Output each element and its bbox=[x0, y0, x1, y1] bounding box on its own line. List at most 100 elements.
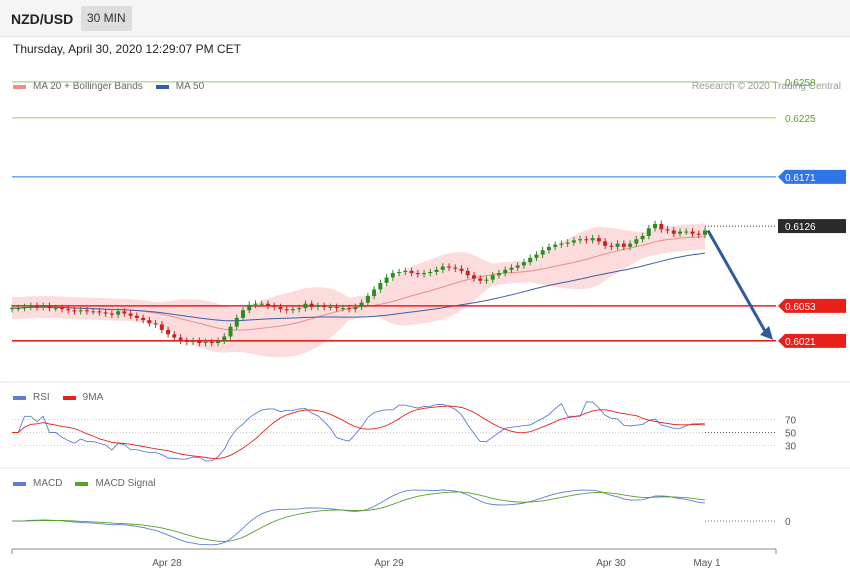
candle bbox=[278, 303, 283, 313]
top-bar: NZD/USD 30 MIN bbox=[0, 0, 850, 37]
candle bbox=[559, 240, 564, 248]
macd-legend-label: MACD bbox=[33, 478, 63, 489]
candle bbox=[141, 314, 146, 324]
candle bbox=[159, 321, 164, 334]
level-label: 0.6171 bbox=[785, 173, 816, 184]
research-credit: Research © 2020 Trading Central bbox=[691, 81, 841, 92]
candle bbox=[372, 286, 377, 300]
candle-body bbox=[696, 233, 701, 235]
candle bbox=[340, 304, 345, 312]
candle-body bbox=[515, 265, 520, 268]
candle bbox=[653, 220, 658, 232]
candle bbox=[478, 275, 483, 285]
candle bbox=[690, 228, 695, 238]
candle bbox=[53, 304, 58, 312]
macd-legend: MACD MACD Signal bbox=[13, 478, 168, 489]
candle-body bbox=[390, 273, 395, 278]
candle bbox=[290, 305, 295, 314]
candle bbox=[216, 337, 221, 347]
candle-body bbox=[278, 306, 283, 310]
candle bbox=[109, 310, 114, 318]
ma20-legend-swatch bbox=[13, 84, 26, 89]
candle-body bbox=[353, 306, 358, 310]
candle-body bbox=[272, 305, 277, 307]
candle bbox=[571, 237, 576, 246]
candle bbox=[222, 333, 227, 345]
bollinger-band bbox=[12, 223, 705, 358]
candle-body bbox=[303, 303, 308, 309]
rsi-tick-label: 70 bbox=[785, 416, 797, 427]
candle-body bbox=[247, 304, 252, 311]
candle-body bbox=[116, 311, 121, 315]
candle-body bbox=[259, 303, 264, 305]
candle bbox=[328, 303, 333, 311]
candle bbox=[615, 240, 620, 251]
candle-body bbox=[628, 243, 633, 247]
candle-body bbox=[222, 336, 227, 341]
candle-body bbox=[265, 303, 270, 306]
candle-body bbox=[10, 308, 14, 310]
candle bbox=[16, 304, 21, 312]
support-tag bbox=[778, 298, 846, 313]
macd-signal-legend-label: MACD Signal bbox=[95, 478, 156, 489]
candle bbox=[434, 266, 439, 276]
candle-body bbox=[34, 305, 39, 307]
candle bbox=[28, 302, 33, 311]
candle bbox=[347, 304, 352, 313]
candle-body bbox=[72, 310, 77, 312]
candle-body bbox=[646, 228, 651, 236]
candle bbox=[596, 234, 601, 245]
candle-body bbox=[22, 306, 27, 309]
candle-body bbox=[103, 312, 108, 314]
candle bbox=[584, 235, 589, 244]
main-legend: MA 20 + Bollinger Bands MA 50 bbox=[13, 81, 217, 92]
candle bbox=[553, 241, 558, 251]
currency-pair-title: NZD/USD bbox=[11, 11, 74, 27]
candle bbox=[72, 306, 77, 315]
candle-body bbox=[359, 302, 364, 307]
candle-body bbox=[553, 244, 558, 247]
candle bbox=[521, 258, 526, 269]
candle-body bbox=[141, 317, 146, 321]
candle bbox=[696, 230, 701, 239]
candle bbox=[103, 309, 108, 317]
candle bbox=[684, 228, 689, 235]
candle bbox=[334, 303, 339, 312]
candle-body bbox=[16, 308, 21, 310]
candle bbox=[678, 228, 683, 238]
candle bbox=[546, 243, 551, 254]
candle bbox=[428, 268, 433, 277]
candle-body bbox=[122, 311, 127, 314]
candle bbox=[534, 251, 539, 262]
candle bbox=[309, 300, 314, 311]
candle-body bbox=[134, 315, 139, 318]
candle-body bbox=[309, 303, 314, 307]
candle-body bbox=[28, 305, 33, 307]
candle bbox=[515, 262, 520, 271]
candle bbox=[628, 240, 633, 251]
candle bbox=[496, 269, 501, 279]
forecast-arrow bbox=[706, 229, 768, 334]
rsi-ma-line bbox=[12, 405, 706, 460]
candle bbox=[178, 334, 183, 345]
candle bbox=[422, 269, 427, 278]
candle-body bbox=[84, 310, 89, 312]
candle-body bbox=[521, 262, 526, 266]
candle bbox=[659, 220, 664, 233]
candle-body bbox=[397, 272, 402, 274]
candle-body bbox=[91, 311, 96, 313]
level-label: 0.6225 bbox=[785, 114, 816, 125]
candle bbox=[609, 242, 614, 251]
candle bbox=[134, 312, 139, 322]
candle-body bbox=[503, 269, 508, 274]
candle-body bbox=[372, 289, 377, 297]
candle bbox=[484, 276, 489, 285]
timeframe-button[interactable]: 30 MIN bbox=[81, 6, 132, 31]
candle-body bbox=[653, 223, 658, 229]
rsi-ma-legend-swatch bbox=[62, 395, 76, 400]
candle-body bbox=[415, 273, 420, 275]
candle-body bbox=[315, 305, 320, 307]
ma20-legend-label: MA 20 + Bollinger Bands bbox=[33, 81, 143, 92]
candle-body bbox=[640, 235, 645, 240]
